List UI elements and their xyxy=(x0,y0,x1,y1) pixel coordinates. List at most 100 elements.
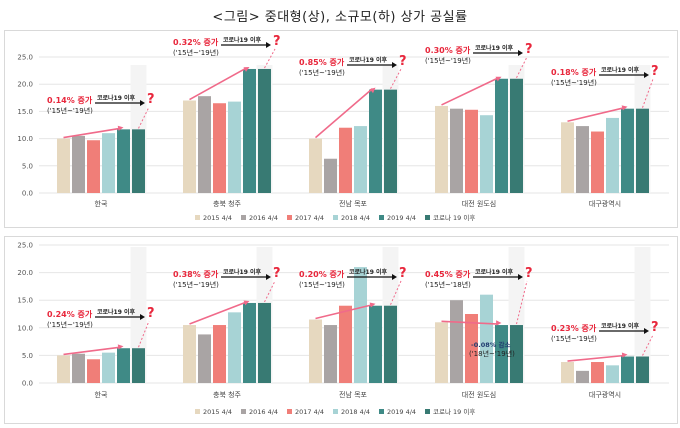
period-label: ('15년~'19년) xyxy=(425,56,471,65)
bar xyxy=(435,322,448,383)
legend-swatch xyxy=(195,215,200,220)
bar xyxy=(117,129,130,193)
period-label: ('15년~'19년) xyxy=(299,68,345,77)
bar xyxy=(636,356,649,383)
trend-arrow xyxy=(189,301,247,325)
category-label: 대전 원도심 xyxy=(462,199,496,208)
y-tick-label: 20.0 xyxy=(17,81,33,89)
covid-arrow-head xyxy=(392,274,397,280)
bar xyxy=(258,68,271,193)
bar xyxy=(228,312,241,383)
growth-rate-label: 0.18% 증가 xyxy=(551,67,597,77)
bar xyxy=(198,334,211,383)
legend-swatch xyxy=(287,215,292,220)
trend-arrow-head xyxy=(496,320,502,326)
bar xyxy=(213,325,226,383)
bar xyxy=(435,105,448,193)
bar xyxy=(354,126,367,193)
covid-label: 코로나19 이후 xyxy=(349,56,388,64)
period-label: ('15년~'19년) xyxy=(173,48,219,57)
growth-rate-label: 0.38% 증가 xyxy=(173,269,219,279)
chart-panel-small: 0.0 5.0 10.0 15.0 20.0 25.0 한국 0.24% 증가 ('15년~'1… xyxy=(4,236,678,424)
covid-dotted-line xyxy=(516,280,528,325)
period-label: ('15년~'18년) xyxy=(425,280,471,289)
bar xyxy=(243,68,256,193)
bar xyxy=(465,314,478,383)
period-label: ('15년~'19년) xyxy=(551,334,597,343)
covid-arrow-head xyxy=(518,50,523,56)
bar xyxy=(324,325,337,383)
covid-dotted-line xyxy=(390,280,402,305)
trend-arrow xyxy=(63,346,121,356)
covid-highlight xyxy=(634,247,651,383)
growth-rate-label: 0.23% 증가 xyxy=(551,323,597,333)
trend-arrow-head xyxy=(621,105,628,111)
decrease-period-label: ('18년~'19년) xyxy=(469,349,515,358)
y-tick-label: 25.0 xyxy=(17,54,33,62)
covid-label: 코로나19 이후 xyxy=(475,268,514,276)
covid-arrow-head xyxy=(518,274,523,280)
category-label: 충북 청주 xyxy=(213,199,242,208)
y-tick-label: 10.0 xyxy=(17,324,33,332)
legend-label: 2017 4/4 xyxy=(295,408,324,416)
bar xyxy=(258,302,271,383)
category-label: 전남 목포 xyxy=(339,390,368,399)
bar xyxy=(213,103,226,193)
growth-rate-label: 0.24% 증가 xyxy=(47,309,93,319)
decrease-label: -0.08% 감소 xyxy=(471,340,510,349)
bar xyxy=(87,359,100,383)
bar xyxy=(636,108,649,193)
trend-arrow xyxy=(441,320,499,325)
bar xyxy=(369,89,382,193)
legend-label: 2015 4/4 xyxy=(203,214,232,222)
trend-arrow xyxy=(441,77,499,106)
growth-rate-label: 0.14% 증가 xyxy=(47,95,93,105)
legend-swatch xyxy=(241,215,246,220)
bar xyxy=(510,78,523,193)
bar xyxy=(450,300,463,383)
covid-dotted-line xyxy=(138,320,150,348)
legend-swatch xyxy=(379,215,384,220)
period-label: ('15년~'19년) xyxy=(47,320,93,329)
legend-swatch xyxy=(241,409,246,414)
bar xyxy=(339,305,352,383)
bar xyxy=(510,325,523,383)
covid-arrow-head xyxy=(392,62,397,68)
trend-arrow xyxy=(567,106,625,123)
y-tick-label: 5.0 xyxy=(22,352,33,360)
figure-title: <그림> 중대형(상), 소규모(하) 상가 공실률 xyxy=(212,10,468,25)
y-tick-label: 5.0 xyxy=(22,162,33,170)
y-tick-label: 15.0 xyxy=(17,297,33,305)
bar xyxy=(495,325,508,383)
category-label: 한국 xyxy=(95,391,108,399)
trend-arrow-head xyxy=(495,76,502,82)
legend-swatch xyxy=(195,409,200,414)
legend-swatch xyxy=(333,409,338,414)
bar xyxy=(621,356,634,383)
period-label: ('15년~'19년) xyxy=(551,78,597,87)
question-mark: ? xyxy=(147,92,155,107)
growth-rate-label: 0.32% 증가 xyxy=(173,37,219,47)
legend-swatch xyxy=(287,409,292,414)
covid-label: 코로나19 이후 xyxy=(601,66,640,74)
question-mark: ? xyxy=(525,266,533,281)
covid-label: 코로나19 이후 xyxy=(223,268,262,276)
trend-arrow-head xyxy=(243,300,250,306)
bar xyxy=(480,115,493,193)
category-label: 대구광역시 xyxy=(589,390,621,399)
y-tick-label: 10.0 xyxy=(17,135,33,143)
trend-arrow-head xyxy=(117,344,124,350)
bar xyxy=(198,96,211,193)
y-tick-label: 15.0 xyxy=(17,108,33,116)
bar xyxy=(309,319,322,383)
bar xyxy=(324,158,337,193)
category-label: 대구광역시 xyxy=(589,199,621,208)
covid-arrow-head xyxy=(140,314,145,320)
category-label: 한국 xyxy=(95,200,108,208)
legend-label: 2016 4/4 xyxy=(249,214,278,222)
covid-arrow-head xyxy=(644,72,649,78)
bar xyxy=(495,78,508,193)
period-label: ('15년~'19년) xyxy=(173,280,219,289)
y-tick-label: 0.0 xyxy=(22,190,33,198)
bar xyxy=(576,370,589,383)
